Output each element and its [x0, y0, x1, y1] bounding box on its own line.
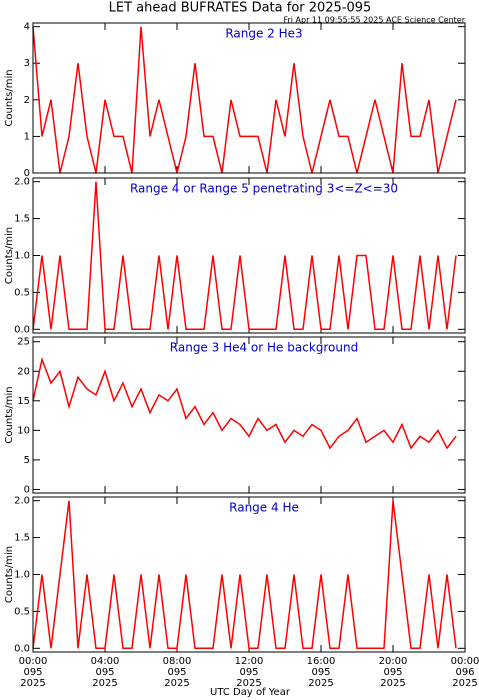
panel-title: Range 4 He	[229, 501, 299, 515]
y-tick-label: 1.5	[14, 214, 30, 225]
x-tick-label: 095	[167, 667, 186, 678]
y-axis-label: Counts/min	[4, 227, 15, 284]
data-line	[32, 181, 457, 331]
x-tick-label: 096	[455, 667, 474, 678]
x-tick-label: 04:00	[91, 656, 120, 667]
x-tick-label: 095	[23, 667, 42, 678]
y-tick-label: 2.0	[14, 496, 30, 507]
x-tick-label: 2025	[236, 678, 261, 689]
data-line	[32, 26, 457, 174]
y-tick-label: 1.5	[14, 533, 30, 544]
y-tick-label: 2.0	[14, 177, 30, 188]
y-tick-label: 4	[24, 22, 30, 33]
data-line	[32, 356, 457, 450]
y-tick-label: 20	[17, 366, 30, 377]
y-axis-label: Counts/min	[4, 546, 15, 603]
plot-frame	[32, 22, 466, 174]
y-tick-label: 0	[24, 484, 30, 495]
plot-frame	[32, 336, 466, 494]
x-tick-label: 2025	[308, 678, 333, 689]
x-tick-label: 2025	[164, 678, 189, 689]
y-tick-label: 1.0	[14, 570, 30, 581]
panel-title: Range 3 He4 or He background	[170, 341, 358, 355]
x-tick-label: 095	[239, 667, 258, 678]
x-tick-label: 2025	[20, 678, 45, 689]
y-tick-label: 2	[24, 95, 30, 106]
x-tick-label: 00:00	[19, 656, 48, 667]
y-axis-label: Counts/min	[4, 69, 15, 126]
y-tick-label: 1	[24, 131, 30, 142]
x-tick-label: 095	[311, 667, 330, 678]
x-tick-label: 095	[383, 667, 402, 678]
y-tick-label: 0.5	[14, 606, 30, 617]
x-tick-label: 16:00	[307, 656, 336, 667]
x-tick-label: 12:00	[235, 656, 264, 667]
plot-frame	[32, 177, 466, 334]
x-tick-label: 2025	[92, 678, 117, 689]
x-tick-label: 20:00	[379, 656, 408, 667]
page-title: LET ahead BUFRATES Data for 2025-095	[109, 1, 372, 16]
y-tick-label: 10	[17, 425, 30, 436]
y-tick-label: 0.0	[14, 324, 30, 335]
y-tick-label: 25	[17, 337, 30, 348]
y-axis-label: Counts/min	[4, 386, 15, 443]
y-tick-label: 0	[24, 168, 30, 179]
y-tick-label: 0.5	[14, 287, 30, 298]
plot-frame	[32, 496, 466, 653]
x-tick-label: 2025	[380, 678, 405, 689]
panel-title: Range 2 He3	[225, 27, 302, 41]
x-tick-label: 00:00	[451, 656, 479, 667]
timestamp: Fri Apr 11 09:55:55 2025 ACE Science Cen…	[283, 16, 465, 25]
y-tick-label: 1.0	[14, 251, 30, 262]
y-tick-label: 15	[17, 396, 30, 407]
x-tick-label: 2025	[452, 678, 477, 689]
x-tick-label: 095	[95, 667, 114, 678]
x-axis-label: UTC Day of Year	[210, 687, 291, 698]
x-tick-label: 08:00	[163, 656, 192, 667]
y-tick-label: 5	[24, 455, 30, 466]
y-tick-label: 3	[24, 58, 30, 69]
y-tick-label: 0.0	[14, 643, 30, 654]
panel-title: Range 4 or Range 5 penetrating 3<=Z<=30	[130, 182, 398, 196]
data-line	[32, 500, 457, 650]
